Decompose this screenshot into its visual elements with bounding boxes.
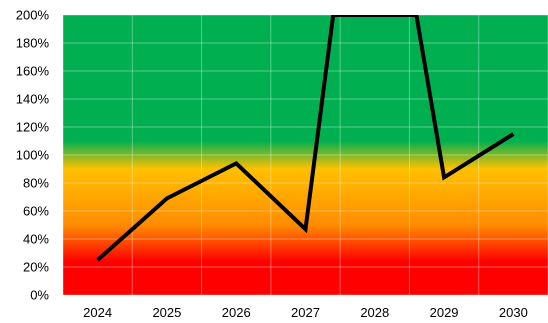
x-tick-label: 2024 xyxy=(83,305,112,320)
y-tick-label: 120% xyxy=(16,120,50,135)
y-tick-label: 60% xyxy=(23,204,49,219)
x-axis: 2024 2025 2026 2027 2028 2029 2030 xyxy=(83,305,528,320)
y-tick-label: 140% xyxy=(16,92,50,107)
y-tick-label: 180% xyxy=(16,36,50,51)
y-tick-label: 80% xyxy=(23,176,49,191)
y-tick-label: 160% xyxy=(16,64,50,79)
x-tick-label: 2029 xyxy=(430,305,459,320)
y-tick-label: 100% xyxy=(16,148,50,163)
plot-background xyxy=(63,15,548,295)
series-line-0 xyxy=(96,15,515,262)
y-tick-label: 20% xyxy=(23,260,49,275)
x-tick-label: 2025 xyxy=(152,305,181,320)
x-tick-label: 2030 xyxy=(499,305,528,320)
x-tick-label: 2026 xyxy=(222,305,251,320)
y-axis: 0% 20% 40% 60% 80% 100% 120% 140% 160% 180% 200% xyxy=(16,8,50,303)
y-tick-label: 0% xyxy=(30,288,49,303)
x-tick-label: 2027 xyxy=(291,305,320,320)
gridlines xyxy=(62,14,548,296)
y-tick-label: 40% xyxy=(23,232,49,247)
y-tick-label: 200% xyxy=(16,8,50,23)
x-tick-label: 2028 xyxy=(360,305,389,320)
series-group xyxy=(96,15,515,262)
